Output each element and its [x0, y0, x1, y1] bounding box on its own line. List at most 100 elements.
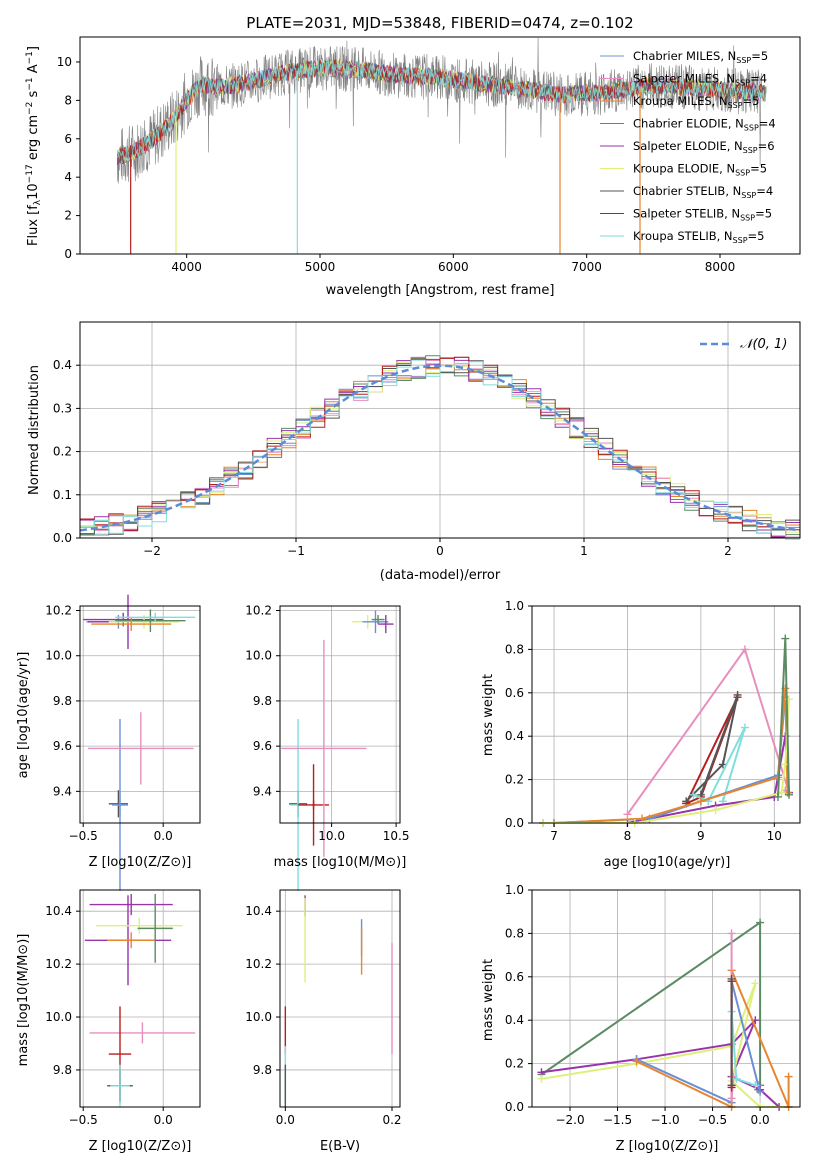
- p5-line-0: [626, 647, 791, 815]
- p6-frame: [79, 889, 201, 1108]
- spectrum-xtick-label-0: 4000: [171, 260, 202, 274]
- p8-marker-5-0: [727, 929, 736, 938]
- spectrum-panel: PLATE=2031, MJD=53848, FIBERID=0474, z=0…: [25, 14, 801, 298]
- p7-xtick-label-1: 0.2: [382, 1113, 401, 1127]
- residual-histogram-7: [80, 356, 800, 538]
- residual-ticks: −2 −1 0 1 2 0.0 0.1 0.2 0.3 0.4: [53, 358, 732, 558]
- p4-xtick-label-1: 10.5: [383, 829, 410, 843]
- legend-label-0: Chabrier MILES, NSSP=5: [633, 49, 768, 65]
- spectrum-xlabel: wavelength [Angstrom, rest frame]: [326, 283, 555, 298]
- p3-ytick-label-3: 10.0: [45, 649, 72, 663]
- residual-xtick-label-0: −2: [143, 544, 161, 558]
- spectrum-ytick-label-0: 0: [64, 247, 72, 261]
- p5-ytick-label-5: 1.0: [505, 599, 524, 613]
- p8-xtick-label-1: −1.5: [603, 1113, 632, 1127]
- p3-ytick-label-1: 9.6: [53, 739, 72, 753]
- p7-ytick-label-0: 9.8: [253, 1063, 272, 1077]
- spectrum-xtick-label-3: 7000: [571, 260, 602, 274]
- age-vs-metallicity-panel: −0.5 0.0 9.4 9.6 9.8 10.0 10.2: [45, 594, 201, 891]
- age-z-xlabel: Z [log10(Z/Z⊙)]: [89, 855, 192, 870]
- spectrum-legend: Chabrier MILES, NSSP=5 Salpeter MILES, NS…: [600, 49, 776, 245]
- p5-marker-3-0: [689, 790, 698, 799]
- p8-marker-3-4: [756, 1087, 765, 1096]
- legend-label-4: Salpeter ELODIE, NSSP=6: [633, 139, 775, 155]
- spectrum-xtick-label-4: 8000: [705, 260, 736, 274]
- residual-xtick-label-1: −1: [287, 544, 305, 558]
- p5-ytick-label-3: 0.6: [505, 686, 524, 700]
- gaussian-legend-label: 𝒩(0, 1): [740, 337, 787, 352]
- p4-xtick-label-0: 10.0: [318, 829, 345, 843]
- p3-xtick-label-1: 0.0: [154, 829, 173, 843]
- residual-histograms: [79, 355, 801, 540]
- p5-marker-6-2: [696, 797, 705, 806]
- residual-xtick-label-4: 2: [724, 544, 732, 558]
- p5-ytick-label-1: 0.2: [505, 773, 524, 787]
- p7-ytick-label-1: 10.0: [245, 1010, 272, 1024]
- p7-ytick-label-2: 10.2: [245, 957, 272, 971]
- massweight-vs-age-panel: 7 8 9 10 0.0 0.2 0.4 0.6 0.8 1.0: [505, 599, 801, 843]
- p3-data: [83, 594, 196, 891]
- p5-line-6: [553, 688, 789, 824]
- p6-xtick-label-1: 0.0: [154, 1113, 173, 1127]
- spectrum-ylabel: Flux [fλ10−17 erg cm−2 s−1 A−1]: [25, 46, 43, 246]
- p6-ytick-label-2: 10.2: [45, 957, 72, 971]
- p5-marker-8-0: [773, 792, 782, 801]
- p8-ytick-label-1: 0.2: [505, 1057, 524, 1071]
- mw-age-xlabel: age [log10(age/yr)]: [604, 855, 731, 870]
- p5-marker-0-1: [740, 645, 749, 654]
- mw-z-xlabel: Z [log10(Z/Z⊙)]: [616, 1139, 719, 1154]
- residual-ytick-label-3: 0.3: [53, 401, 72, 415]
- p5-line-5: [553, 697, 787, 824]
- spectrum-xtick-label-2: 6000: [438, 260, 469, 274]
- p4-ytick-label-2: 9.8: [253, 694, 272, 708]
- p8-marker-7-2: [751, 1081, 760, 1090]
- p8-xtick-label-3: −0.5: [698, 1113, 727, 1127]
- p3-frame: [79, 605, 201, 824]
- p5-xtick-label-1: 8: [624, 829, 632, 843]
- mass-vs-ebv-panel: 0.0 0.2 9.8 10.0 10.2 10.4: [245, 889, 402, 1127]
- p5-xtick-label-0: 7: [550, 829, 558, 843]
- legend-label-6: Chabrier STELIB, NSSP=4: [633, 184, 773, 200]
- spectrum-ytick-label-5: 10: [57, 55, 72, 69]
- p8-ytick-label-2: 0.4: [505, 1013, 524, 1027]
- mass-z-ylabel: mass [log10(M/M⊙)]: [16, 934, 31, 1067]
- p8-line-0: [540, 920, 762, 1091]
- p4-frame: [279, 605, 401, 824]
- p5-marker-2-0: [682, 797, 691, 806]
- spectrum-xtick-label-1: 5000: [305, 260, 336, 274]
- age-vs-mass-panel: 10.0 10.5 9.4 9.6 9.8 10.0 10.2: [245, 604, 409, 891]
- p8-marker-8-1: [727, 1081, 736, 1090]
- p8-xtick-label-4: 0.0: [751, 1113, 770, 1127]
- p7-xtick-label-0: 0.0: [276, 1113, 295, 1127]
- p5-marker-7-2: [711, 805, 720, 814]
- legend-label-1: Salpeter MILES, NSSP=4: [633, 72, 767, 88]
- massweight-vs-metallicity-panel: −2.0 −1.5 −1.0 −0.5 0.0 0.0 0.2 0.4 0.6 0.8 1.0: [505, 883, 801, 1127]
- p8-marker-8-0: [727, 974, 736, 983]
- p6-ytick-label-3: 10.4: [45, 904, 72, 918]
- p7-frame: [279, 889, 401, 1108]
- spectrum-ytick-label-3: 6: [64, 132, 72, 146]
- p5-frame: [531, 605, 801, 824]
- mw-z-ylabel: mass weight: [481, 959, 496, 1041]
- residual-xtick-label-3: 1: [580, 544, 588, 558]
- mass-vs-metallicity-panel: −0.5 0.0 9.8 10.0 10.2 10.4: [45, 889, 201, 1127]
- mass-ebv-xlabel: E(B-V): [320, 1139, 360, 1154]
- p5-marker-2-2: [733, 690, 742, 699]
- p3-ytick-label-2: 9.8: [53, 694, 72, 708]
- mass-z-xlabel: Z [log10(Z/Z⊙)]: [89, 1139, 192, 1154]
- p8-ytick-label-5: 1.0: [505, 883, 524, 897]
- p8-marker-0-1: [756, 918, 765, 927]
- p5-xtick-label-3: 10: [767, 829, 782, 843]
- p6-xtick-label-0: −0.5: [69, 1113, 98, 1127]
- age-mass-xlabel: mass [log10(M/M⊙)]: [274, 855, 407, 870]
- p8-ytick-label-3: 0.6: [505, 970, 524, 984]
- legend-label-3: Chabrier ELODIE, NSSP=4: [633, 117, 776, 133]
- p5-line-1: [685, 696, 739, 805]
- p4-ytick-label-4: 10.2: [245, 604, 272, 618]
- spectrum-ticks: 4000 5000 6000 7000 8000 0 2 4 6 8 10: [57, 55, 736, 274]
- legend-label-7: Salpeter STELIB, NSSP=5: [633, 207, 772, 223]
- p3-xtick-label-0: −0.5: [69, 829, 98, 843]
- spectrum-ytick-label-4: 8: [64, 93, 72, 107]
- p5-data: [539, 634, 793, 827]
